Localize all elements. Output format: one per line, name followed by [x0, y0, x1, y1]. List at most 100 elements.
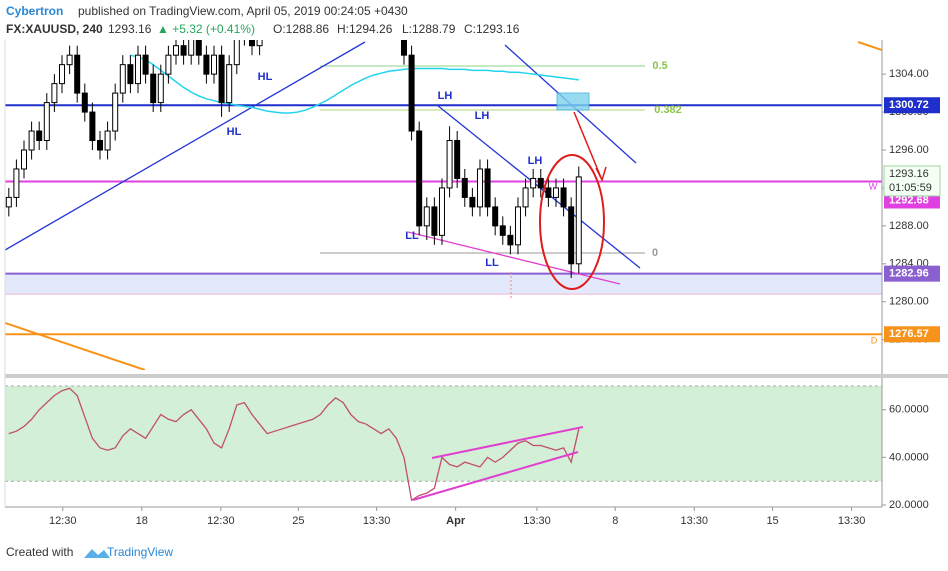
- candle-body: [454, 140, 461, 179]
- ohlc-high: H:1294.26: [337, 22, 393, 36]
- ohlc-close: C:1293.16: [464, 22, 520, 36]
- candle-body: [165, 54, 172, 75]
- x-tick-label: 12:30: [49, 515, 77, 527]
- rsi-pane: [5, 385, 882, 502]
- change: ▲ +5.32 (+0.41%): [157, 22, 255, 36]
- annotation: HL: [258, 71, 273, 83]
- candle-body: [226, 64, 233, 104]
- rsi-band: [5, 385, 882, 482]
- trendline: [5, 41, 366, 251]
- rsi-trendline: [431, 426, 584, 459]
- candle-body: [134, 54, 141, 85]
- symbol: FX:XAUUSD, 240: [6, 22, 103, 36]
- annotation: LH: [528, 155, 543, 167]
- candle-body: [20, 149, 27, 170]
- y-tick-label: 1304.00: [889, 68, 929, 80]
- price-badge: [884, 326, 940, 343]
- x-tick-label: 13:30: [523, 515, 551, 527]
- candle-body: [560, 187, 567, 208]
- highlight: [539, 154, 605, 290]
- annotation: 0: [652, 247, 658, 259]
- candle-body: [195, 40, 202, 56]
- candle-body: [188, 40, 195, 56]
- candle-body: [492, 206, 499, 227]
- candle-body: [142, 54, 149, 75]
- candle-body: [408, 54, 415, 132]
- candle-body: [5, 196, 12, 208]
- price-badge: [884, 265, 940, 282]
- candle-body: [507, 234, 514, 246]
- rsi-line: [8, 387, 580, 502]
- price-pane: [5, 40, 882, 370]
- annotation: LL: [405, 230, 419, 242]
- annotation: W: [869, 181, 878, 191]
- annotation: 0.382: [654, 104, 682, 116]
- author: Cybertron: [6, 4, 63, 18]
- published: published on TradingView.com, April 05, …: [78, 4, 408, 18]
- candle-body: [256, 40, 263, 47]
- y-tick-label: 1280.00: [889, 296, 929, 308]
- box: [556, 92, 590, 111]
- candle-body: [157, 73, 164, 104]
- candle-body: [81, 92, 88, 113]
- candle-body: [431, 206, 438, 236]
- candle-body: [514, 206, 521, 246]
- arrow: [573, 111, 607, 183]
- candle-body: [210, 54, 217, 75]
- price-badge: [884, 192, 940, 209]
- candle-body: [43, 102, 50, 142]
- annotation: LH: [438, 90, 453, 102]
- candle-body: [461, 177, 468, 198]
- candle-body: [119, 64, 126, 94]
- candle-body: [203, 54, 210, 75]
- candle-body: [218, 54, 225, 104]
- brand[interactable]: TradingView: [107, 545, 173, 559]
- y-tick-label: 40.0000: [889, 451, 929, 463]
- price-badge-label: 1300.72: [889, 99, 929, 111]
- annotation: LH: [475, 110, 490, 122]
- candle-body: [476, 168, 483, 208]
- footer: Created with: [6, 545, 73, 559]
- candle-body: [127, 64, 134, 85]
- x-tick-label: 12:30: [207, 515, 235, 527]
- trendline: [857, 41, 882, 51]
- candle-body: [575, 176, 582, 265]
- countdown: 01:05:59: [889, 182, 932, 194]
- candle-body: [537, 177, 544, 189]
- y-tick-label: 20.0000: [889, 499, 929, 511]
- candle-body: [112, 92, 119, 132]
- candle-body: [499, 225, 506, 236]
- annotation: D: [871, 335, 878, 345]
- last-price: 1293.16: [889, 168, 929, 180]
- candle-body: [423, 206, 430, 227]
- candle-body: [446, 140, 453, 189]
- candle-body: [36, 130, 43, 142]
- candle-body: [180, 45, 187, 56]
- candle-body: [416, 130, 423, 227]
- candle-body: [233, 40, 240, 66]
- candle-body: [248, 40, 255, 47]
- trendline: [407, 231, 621, 285]
- y-tick-label: 1296.00: [889, 144, 929, 156]
- y-tick-label: 1288.00: [889, 220, 929, 232]
- annotation: 0.5: [652, 60, 667, 72]
- x-tick-label: 15: [766, 515, 778, 527]
- candle-body: [530, 177, 537, 189]
- annotation: HL: [227, 126, 242, 138]
- price-badge-label: 1282.96: [889, 268, 929, 280]
- x-tick-label: 25: [292, 515, 304, 527]
- candle-body: [469, 196, 476, 208]
- x-tick-label: Apr: [446, 515, 466, 527]
- candle-body: [89, 111, 96, 142]
- candle-body: [545, 187, 552, 198]
- candle-body: [74, 54, 81, 94]
- x-tick-label: 13:30: [838, 515, 866, 527]
- x-tick-label: 13:30: [681, 515, 709, 527]
- y-tick-label: 60.0000: [889, 404, 929, 416]
- price-badge: [884, 97, 940, 114]
- candle-body: [104, 130, 111, 151]
- candle-body: [484, 168, 491, 208]
- x-tick-label: 8: [612, 515, 618, 527]
- candle-body: [51, 83, 58, 104]
